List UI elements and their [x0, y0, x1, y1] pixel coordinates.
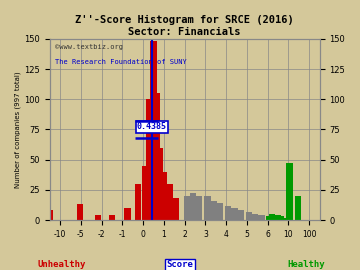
Text: Unhealthy: Unhealthy	[37, 260, 85, 269]
Bar	[217, 203, 223, 220]
Bar	[142, 166, 148, 220]
Y-axis label: Number of companies (997 total): Number of companies (997 total)	[15, 71, 22, 188]
Bar	[47, 210, 53, 220]
Bar	[190, 194, 196, 220]
Text: ©www.textbiz.org: ©www.textbiz.org	[55, 44, 123, 50]
Bar	[246, 212, 252, 220]
Bar	[184, 196, 190, 220]
Bar	[125, 208, 131, 220]
Bar	[173, 198, 179, 220]
Bar	[231, 208, 238, 220]
Bar	[157, 148, 163, 220]
Bar	[272, 215, 279, 220]
Bar	[266, 217, 272, 220]
Bar	[36, 214, 42, 220]
Bar	[252, 214, 258, 220]
Bar	[283, 218, 289, 220]
Bar	[204, 196, 211, 220]
Bar	[287, 163, 293, 220]
Text: Healthy: Healthy	[287, 260, 325, 269]
Bar	[238, 210, 244, 220]
Bar	[196, 196, 202, 220]
Bar	[258, 215, 265, 220]
Bar	[269, 214, 275, 220]
Bar	[135, 184, 141, 220]
Bar	[225, 205, 231, 220]
Text: The Research Foundation of SUNY: The Research Foundation of SUNY	[55, 59, 187, 65]
Bar	[146, 99, 153, 220]
Bar	[278, 217, 284, 220]
Bar	[275, 215, 281, 220]
Bar	[95, 215, 101, 220]
Bar	[167, 184, 173, 220]
Bar	[150, 41, 157, 220]
Bar	[153, 93, 160, 220]
Bar	[77, 204, 83, 220]
Bar	[280, 218, 286, 220]
Bar	[294, 196, 301, 220]
Title: Z''-Score Histogram for SRCE (2016)
Sector: Financials: Z''-Score Histogram for SRCE (2016) Sect…	[75, 15, 294, 37]
Bar	[109, 215, 115, 220]
Text: Score: Score	[167, 260, 193, 269]
Bar	[161, 172, 167, 220]
Bar	[211, 201, 217, 220]
Bar	[286, 202, 292, 220]
Text: 0.4385: 0.4385	[137, 122, 167, 131]
